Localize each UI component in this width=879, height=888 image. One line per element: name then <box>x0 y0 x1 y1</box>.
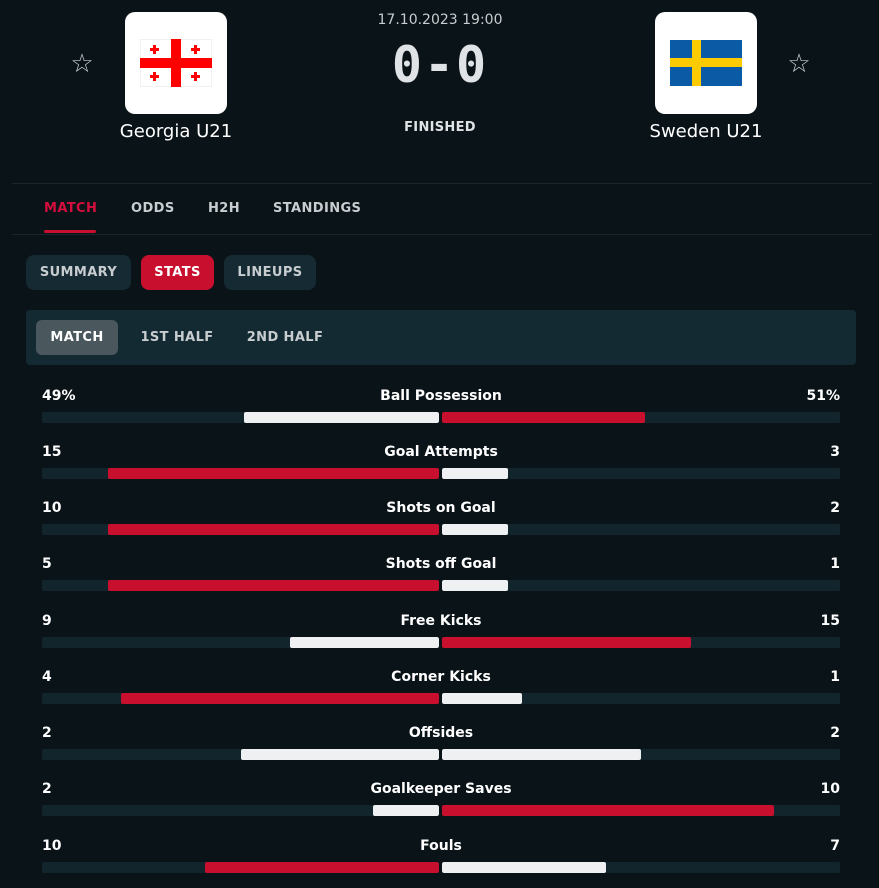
stat-away-value: 7 <box>830 838 840 854</box>
stat-away-track <box>442 580 840 591</box>
tab-odds[interactable]: ODDS <box>131 201 175 216</box>
tab-match[interactable]: MATCH <box>44 201 98 216</box>
stat-row-corner-kicks: 4 Corner Kicks 1 <box>42 669 840 719</box>
stat-row-shots-off-goal: 5 Shots off Goal 1 <box>42 556 840 606</box>
stat-away-value: 2 <box>830 500 840 516</box>
stat-away-bar <box>442 468 509 479</box>
stat-away-value: 2 <box>830 725 840 741</box>
stat-home-value: 4 <box>42 669 52 685</box>
stat-row-offsides: 2 Offsides 2 <box>42 725 840 775</box>
stat-away-value: 51% <box>806 388 840 404</box>
stat-home-track <box>42 468 439 479</box>
stat-home-value: 15 <box>42 444 62 460</box>
stat-away-track <box>442 693 840 704</box>
stat-home-track <box>42 637 439 648</box>
tabs-divider <box>12 234 872 235</box>
stat-home-track <box>42 805 439 816</box>
stat-away-bar <box>442 637 691 648</box>
stat-away-value: 15 <box>820 613 840 629</box>
stat-home-bar <box>108 524 439 535</box>
period-tab-match[interactable]: MATCH <box>36 320 118 355</box>
stat-home-bar <box>205 862 439 873</box>
stat-away-bar <box>442 412 645 423</box>
stat-away-value: 10 <box>820 781 840 797</box>
subtab-stats[interactable]: STATS <box>141 255 214 290</box>
stat-home-track <box>42 580 439 591</box>
favorite-home-star-icon[interactable]: ☆ <box>70 49 94 79</box>
stat-home-bar <box>290 637 439 648</box>
home-team-logo[interactable] <box>125 12 227 114</box>
stat-home-track <box>42 749 439 760</box>
period-selector: MATCH 1ST HALF 2ND HALF <box>26 310 856 365</box>
stat-category: Goal Attempts <box>384 444 498 460</box>
stat-away-bar <box>442 524 509 535</box>
stat-home-value: 2 <box>42 781 52 797</box>
stat-home-value: 10 <box>42 500 62 516</box>
stat-away-bar <box>442 805 774 816</box>
stat-category: Corner Kicks <box>391 669 491 685</box>
stat-home-bar <box>240 749 439 760</box>
stat-category: Goalkeeper Saves <box>370 781 512 797</box>
stat-home-value: 5 <box>42 556 52 572</box>
stat-away-bar <box>442 749 641 760</box>
stat-home-track <box>42 862 439 873</box>
stat-category: Free Kicks <box>400 613 482 629</box>
stat-category: Shots off Goal <box>385 556 497 572</box>
away-team-name[interactable]: Sweden U21 <box>649 121 763 142</box>
tab-h2h[interactable]: H2H <box>208 201 241 216</box>
period-tab-2nd-half[interactable]: 2ND HALF <box>246 330 324 345</box>
stat-row-free-kicks: 9 Free Kicks 15 <box>42 613 840 663</box>
match-score: 0-0 <box>391 36 489 94</box>
stat-home-track <box>42 693 439 704</box>
stat-row-goalkeeper-saves: 2 Goalkeeper Saves 10 <box>42 781 840 831</box>
match-date: 17.10.2023 19:00 <box>377 12 503 28</box>
away-team-logo[interactable] <box>655 12 757 114</box>
header-divider <box>12 183 872 184</box>
stat-home-value: 10 <box>42 838 62 854</box>
stat-home-value: 9 <box>42 613 52 629</box>
stat-away-track <box>442 805 840 816</box>
stat-home-value: 49% <box>42 388 76 404</box>
favorite-away-star-icon[interactable]: ☆ <box>787 49 811 79</box>
stat-away-bar <box>442 580 509 591</box>
stat-away-track <box>442 749 840 760</box>
stat-away-bar <box>442 862 606 873</box>
stat-home-track <box>42 412 439 423</box>
georgia-flag-icon <box>140 39 212 87</box>
stat-category: Ball Possession <box>380 388 502 404</box>
stat-home-track <box>42 524 439 535</box>
stat-category: Offsides <box>408 725 474 741</box>
stat-home-bar <box>372 805 439 816</box>
stat-away-track <box>442 412 840 423</box>
stat-row-goal-attempts: 15 Goal Attempts 3 <box>42 444 840 494</box>
stat-row-shots-on-goal: 10 Shots on Goal 2 <box>42 500 840 550</box>
stat-away-value: 3 <box>830 444 840 460</box>
tab-standings[interactable]: STANDINGS <box>273 201 362 216</box>
stat-row-ball-possession: 49% Ball Possession 51% <box>42 388 840 438</box>
period-tab-1st-half[interactable]: 1ST HALF <box>140 330 214 345</box>
stat-home-value: 2 <box>42 725 52 741</box>
home-team-name[interactable]: Georgia U21 <box>119 121 233 142</box>
stat-home-bar <box>108 468 439 479</box>
stat-away-track <box>442 524 840 535</box>
stat-away-track <box>442 637 840 648</box>
stat-home-bar <box>121 693 439 704</box>
stat-row-fouls: 10 Fouls 7 <box>42 838 840 888</box>
active-tab-indicator <box>44 230 96 233</box>
stat-away-track <box>442 862 840 873</box>
stat-home-bar <box>108 580 439 591</box>
subtab-summary[interactable]: SUMMARY <box>26 255 131 290</box>
match-status: FINISHED <box>404 120 476 135</box>
sweden-flag-icon <box>670 40 742 86</box>
stat-category: Fouls <box>420 838 462 854</box>
stat-category: Shots on Goal <box>386 500 496 516</box>
stat-away-value: 1 <box>830 556 840 572</box>
stat-away-track <box>442 468 840 479</box>
stat-away-bar <box>442 693 522 704</box>
subtab-lineups[interactable]: LINEUPS <box>224 255 316 290</box>
stat-home-bar <box>244 412 439 423</box>
stat-away-value: 1 <box>830 669 840 685</box>
